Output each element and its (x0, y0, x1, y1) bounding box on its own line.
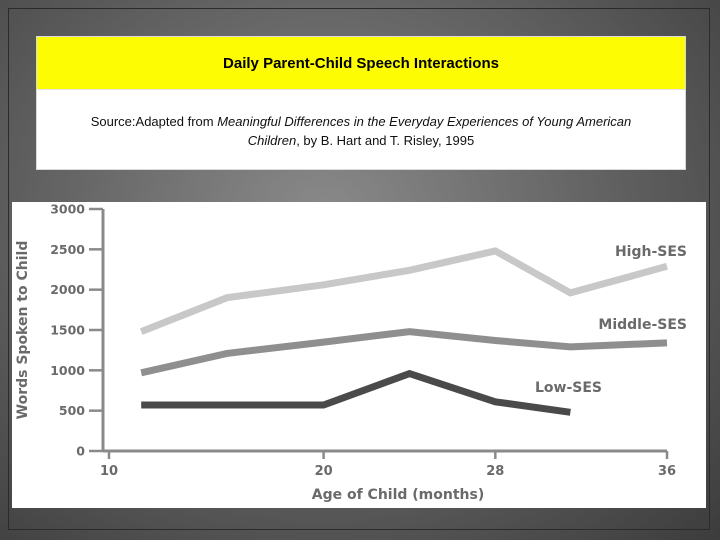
axes-layer (89, 207, 669, 459)
y-tick-label-0: 0 (76, 444, 85, 459)
y-tick-label-1500: 1500 (50, 323, 85, 338)
y-tick-label-500: 500 (59, 403, 85, 418)
x-tick-label-10: 10 (100, 464, 118, 479)
slide-title-text: Daily Parent-Child Speech Interactions (223, 54, 499, 72)
source-adapted: Adapted from (135, 114, 218, 129)
series-line-high-ses (139, 247, 668, 335)
source-citation: Source:Adapted from Meaningful Differenc… (37, 112, 685, 150)
series-line-low-ses (141, 369, 571, 416)
x-tick-label-28: 28 (486, 464, 504, 479)
source-prefix: Source: (90, 114, 136, 129)
series-layer (139, 247, 668, 416)
slide-frame (8, 8, 710, 530)
source-work-title-b: Children (247, 133, 297, 148)
labels-layer: 0 500 1000 1500 2000 2500 3000 10 20 28 36 Age of C… (15, 202, 687, 504)
series-label-high-ses: High-SES (615, 244, 687, 260)
y-tick-label-1000: 1000 (50, 363, 85, 378)
x-axis-title: Age of Child (months) (312, 487, 485, 503)
series-label-low-ses: Low-SES (535, 380, 602, 396)
title-card: Daily Parent-Child Speech Interactions S… (36, 36, 686, 170)
y-tick-label-2000: 2000 (50, 282, 85, 297)
x-tick-label-36: 36 (658, 464, 676, 479)
y-tick-label-3000: 3000 (50, 202, 85, 217)
series-label-middle-ses: Middle-SES (598, 317, 687, 333)
slide-title: Daily Parent-Child Speech Interactions (37, 37, 685, 90)
source-work-title-a: Meaningful Differences in the Everyday E… (217, 114, 632, 129)
series-line-middle-ses (140, 328, 668, 377)
x-tick-label-20: 20 (315, 464, 333, 479)
chart-panel: 0 500 1000 1500 2000 2500 3000 10 20 28 36 Age of C… (12, 202, 706, 508)
line-chart: 0 500 1000 1500 2000 2500 3000 10 20 28 36 Age of C… (15, 202, 687, 504)
y-axis-title: Words Spoken to Child (15, 241, 31, 420)
y-tick-label-2500: 2500 (50, 242, 85, 257)
source-authors: , by B. Hart and T. Risley, 1995 (296, 133, 475, 148)
